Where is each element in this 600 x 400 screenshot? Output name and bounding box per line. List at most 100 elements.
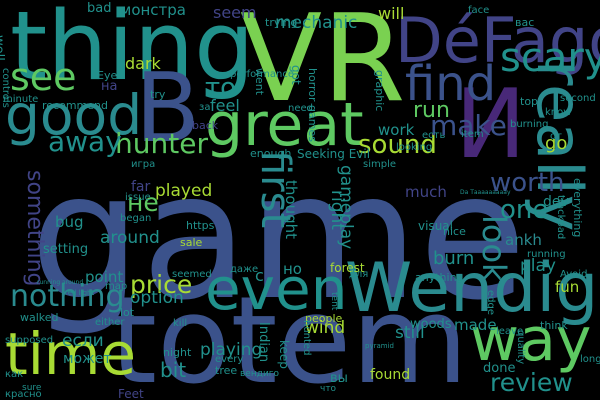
cloud-word: ankh (505, 231, 542, 249)
cloud-word: setting (43, 242, 89, 257)
cloud-word: вы (330, 371, 348, 386)
cloud-word: Eye (97, 69, 118, 82)
cloud-word: leave (496, 326, 524, 337)
cloud-word: review (490, 368, 573, 397)
cloud-word: make (430, 109, 507, 142)
cloud-word: И (455, 70, 527, 180)
cloud-word: dev (543, 194, 569, 210)
cloud-word: map (105, 281, 128, 292)
cloud-word: то (205, 73, 237, 103)
cloud-word: sale (180, 236, 203, 249)
cloud-word: much (405, 183, 447, 201)
cloud-word: well (0, 35, 6, 61)
cloud-word: great (205, 90, 364, 160)
cloud-word: item (461, 129, 484, 140)
cloud-word: price (130, 270, 193, 299)
cloud-word: walked (20, 311, 59, 324)
cloud-word: around (100, 228, 160, 248)
cloud-word: trying (265, 16, 298, 29)
cloud-word: second (560, 93, 596, 104)
cloud-word: began (120, 213, 152, 224)
cloud-word: running (527, 249, 566, 260)
cloud-word: вас (515, 16, 535, 29)
cloud-word: от (550, 131, 562, 142)
cloud-word: https (186, 219, 215, 232)
cloud-word: Feet (118, 387, 144, 400)
cloud-word: think (540, 319, 568, 332)
cloud-word: game (30, 136, 527, 339)
cloud-word: woods (410, 317, 452, 332)
cloud-word: kill (173, 318, 188, 329)
cloud-word: one (500, 195, 549, 225)
cloud-word: night (163, 346, 192, 359)
cloud-word: seemed (172, 269, 212, 280)
cloud-word: keep (277, 340, 291, 369)
cloud-word: still (395, 323, 425, 343)
cloud-word: lot (120, 306, 135, 319)
cloud-word: монстра (120, 1, 186, 19)
cloud-word: если (62, 331, 104, 351)
cloud-word: bad (87, 1, 112, 16)
cloud-word: play (520, 256, 556, 276)
cloud-word: как (5, 369, 24, 380)
cloud-word: need (288, 103, 313, 114)
cloud-word: есть (422, 130, 446, 141)
cloud-word: Seeking Evil (297, 147, 371, 161)
cloud-word: worth (490, 168, 565, 198)
cloud-word: far (131, 179, 151, 195)
cloud-word: face (468, 5, 490, 16)
cloud-word: performance (230, 69, 295, 80)
cloud-word: за (199, 102, 211, 113)
cloud-word: seem (213, 3, 257, 22)
cloud-word: Wendigo (345, 249, 600, 328)
cloud-word: вендиго (240, 369, 280, 379)
cloud-word: Da Tаaaaaaaaay (460, 189, 511, 196)
cloud-word: trackpad (555, 195, 566, 240)
cloud-word: long (580, 354, 600, 365)
cloud-word: issue (125, 192, 151, 203)
cloud-word: found (370, 367, 411, 383)
cloud-word: way (470, 305, 592, 375)
cloud-word: burn (433, 248, 475, 269)
cloud-word: good (5, 83, 143, 147)
cloud-word: Indian (256, 322, 271, 363)
cloud-word: edge (485, 290, 496, 315)
cloud-word: красно (5, 389, 42, 400)
cloud-word: option (130, 288, 184, 308)
cloud-word: даже (230, 264, 259, 275)
cloud-word: point (85, 268, 124, 286)
cloud-word: see (10, 55, 77, 99)
cloud-word: sure (22, 383, 42, 393)
cloud-word: thought (282, 180, 300, 239)
cloud-word: work (378, 121, 415, 139)
cloud-word: но (283, 260, 302, 278)
cloud-word: tree (215, 364, 238, 377)
cloud-word: know (545, 107, 572, 118)
cloud-word: playing (200, 340, 263, 360)
cloud-word: every (215, 354, 244, 365)
cloud-word: на (101, 79, 118, 94)
cloud-word: run (413, 98, 450, 123)
cloud-word: dark (125, 54, 161, 73)
cloud-word: time (5, 320, 137, 388)
cloud-word: people (305, 312, 343, 325)
cloud-word: DéFago (395, 4, 600, 77)
cloud-word: pyramid (365, 342, 394, 350)
cloud-word: enough (250, 147, 292, 160)
cloud-word: graphic (373, 70, 386, 112)
cloud-word: В (135, 54, 201, 164)
cloud-word: scary (500, 35, 600, 81)
cloud-word: что (320, 384, 337, 394)
cloud-word: forest (330, 261, 365, 275)
cloud-word: visual (418, 219, 453, 233)
cloud-word: thing (10, 0, 255, 102)
cloud-word: go (545, 133, 568, 154)
cloud-word: не (127, 188, 159, 217)
cloud-word: find (405, 56, 497, 112)
cloud-word: either (95, 317, 125, 328)
cloud-word: done (483, 361, 516, 376)
cloud-word: played (155, 181, 213, 201)
cloud-word: quality (515, 330, 526, 365)
cloud-word: try (150, 88, 166, 101)
